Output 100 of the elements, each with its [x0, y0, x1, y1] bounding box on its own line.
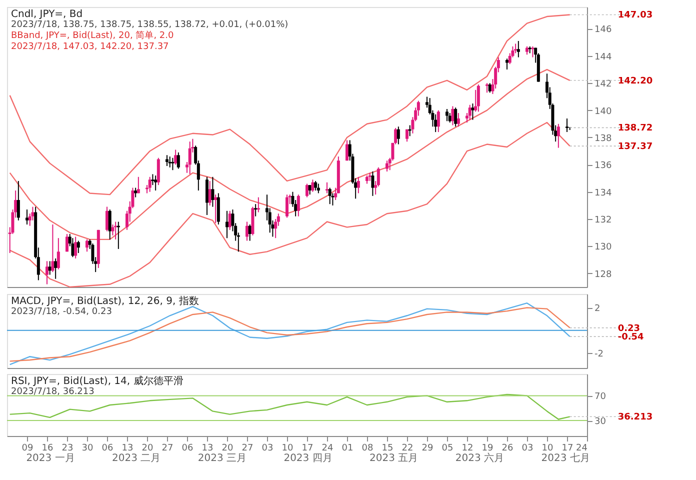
candlestick	[371, 170, 374, 196]
candlestick	[434, 114, 438, 133]
line-series	[9, 122, 570, 288]
chart-title: RSI, JPY=, Bid(Last), 14, 威尔德平滑	[11, 375, 184, 387]
candlestick	[151, 174, 154, 186]
candlestick	[386, 160, 388, 172]
y-tick-label: 30	[594, 417, 606, 427]
candlestick	[176, 152, 180, 170]
candlestick	[74, 236, 78, 259]
line-series	[9, 394, 570, 420]
x-tick-label: 19	[482, 444, 494, 454]
candlestick	[316, 183, 320, 194]
x-tick-label: 03	[262, 444, 274, 454]
x-tick-label: 13	[122, 444, 134, 454]
candlestick	[148, 176, 152, 192]
annotation: BBand, JPY=, Bid(Last), 20, 简单, 2.0	[11, 30, 174, 41]
annotation: 147.03	[618, 10, 653, 21]
y-tick-label: 134	[594, 188, 612, 198]
x-tick-label: 30	[82, 444, 94, 454]
text: 2023 一月	[26, 453, 75, 464]
candlestick	[451, 106, 454, 126]
text: 2023/7/18, 36.213	[11, 387, 94, 397]
x-tick-label: 16	[42, 444, 54, 454]
candlestick	[56, 238, 60, 270]
candlestick	[346, 140, 348, 162]
candlestick	[206, 176, 208, 216]
candlestick	[256, 196, 260, 213]
y-tick-label: 142	[594, 80, 612, 90]
candlestick	[446, 108, 448, 122]
y-tick-label: 136	[594, 161, 612, 172]
candlestick	[188, 141, 192, 175]
annotation: 137.37	[618, 142, 653, 152]
x-tick-label: 10	[282, 444, 294, 454]
x-tick-label: 06	[182, 444, 194, 454]
annotation: 36.213	[618, 412, 653, 423]
candlestick	[71, 238, 74, 258]
candlestick	[108, 209, 112, 240]
annotation: 0.23	[618, 324, 640, 334]
candlestick	[506, 58, 508, 70]
x-tick-label: 27	[242, 444, 254, 454]
candlestick	[254, 204, 258, 217]
y-tick-label: 130	[594, 242, 612, 253]
candlestick	[468, 104, 472, 120]
y-tick-label: 146	[594, 25, 612, 36]
candlestick	[26, 209, 28, 225]
candlestick	[286, 194, 288, 218]
candlestick	[46, 260, 48, 285]
candlestick	[471, 103, 474, 120]
candlestick	[311, 179, 314, 192]
y-tick-label: 128	[594, 270, 612, 280]
x-tick-label: 17	[302, 444, 314, 454]
candlestick	[516, 40, 520, 58]
y-tick-label: 70	[594, 392, 606, 402]
candlestick	[214, 194, 218, 224]
candlestick	[246, 221, 248, 242]
annotation: 2023/7/18, 147.03, 142.20, 137.37	[11, 42, 169, 52]
x-tick-label: 24	[322, 444, 334, 454]
candlestick	[514, 43, 518, 54]
text: 2023 二月	[112, 453, 161, 464]
candlestick	[154, 175, 158, 191]
candlestick	[106, 206, 108, 232]
y-tick-label: 132	[594, 216, 612, 226]
candlestick	[134, 187, 138, 198]
x-tick-label: 13	[202, 444, 214, 454]
y-tick-label: -2	[594, 350, 604, 360]
candlestick	[476, 84, 480, 112]
x-tick-label: 29	[422, 444, 434, 454]
candlestick	[86, 238, 88, 252]
candlestick	[174, 149, 178, 166]
text: 2023/7/18, 138.75, 138.75, 138.55, 138.72, +0.01, (+0.01%)	[11, 20, 288, 30]
candlestick	[456, 112, 460, 128]
x-tick-label: 20	[142, 444, 154, 454]
candlestick	[76, 240, 80, 254]
candlestick	[454, 107, 458, 128]
candlestick	[328, 187, 332, 205]
candlestick	[136, 176, 140, 194]
candlestick	[168, 156, 172, 168]
x-tick-label: 10	[542, 444, 554, 454]
candlestick	[296, 194, 300, 217]
candlestick	[314, 180, 318, 191]
candlestick	[51, 224, 54, 273]
candlestick	[436, 110, 440, 133]
candlestick	[226, 210, 228, 239]
candlestick	[211, 176, 214, 208]
annotation: 142.20	[618, 76, 653, 86]
candlestick	[306, 183, 308, 198]
y-tick-label: 138	[594, 134, 612, 144]
candlestick	[326, 182, 328, 194]
candlestick	[566, 118, 568, 133]
x-tick-label: 05	[442, 444, 454, 454]
x-tick-label: 24	[576, 444, 588, 454]
chart-title: Cndl, JPY=, Bd	[11, 9, 83, 20]
text: 2023 五月	[370, 453, 418, 464]
candlestick	[396, 126, 400, 145]
candlestick	[486, 82, 488, 94]
candlestick	[556, 123, 560, 148]
x-tick-label: 08	[362, 444, 374, 454]
x-tick-label: 01	[342, 444, 354, 454]
candlestick	[171, 157, 174, 171]
candlestick	[66, 233, 68, 252]
